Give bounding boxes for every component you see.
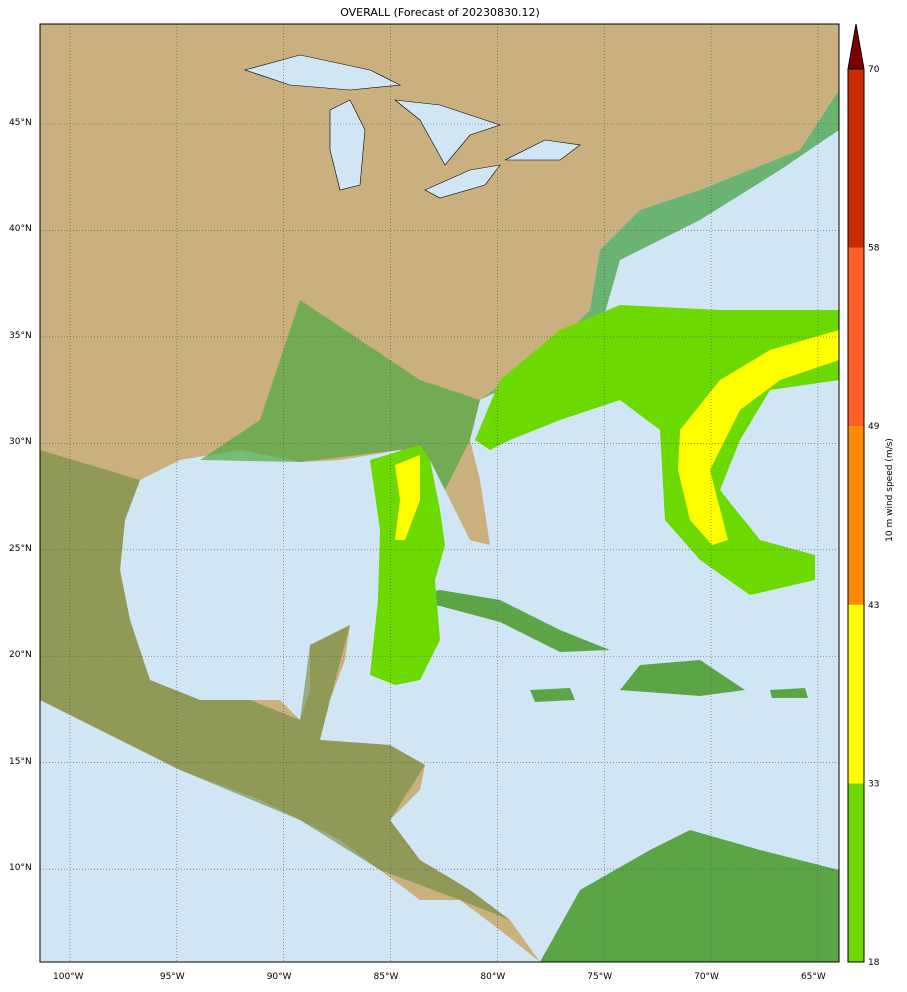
lat-tick-label: 35°N bbox=[9, 330, 32, 341]
colorbar-segment bbox=[848, 426, 864, 605]
lon-tick-label: 100°W bbox=[53, 972, 84, 982]
lat-tick-label: 20°N bbox=[9, 650, 32, 661]
colorbar-tick-label: 43 bbox=[868, 601, 879, 611]
colorbar: 18 33 43 49 58 70 bbox=[847, 24, 880, 968]
wind-swath bbox=[370, 305, 839, 685]
lat-tick-label: 25°N bbox=[9, 543, 32, 554]
lon-tick-label: 95°W bbox=[159, 972, 185, 982]
colorbar-tick-label: 70 bbox=[868, 65, 880, 75]
lon-tick-label: 70°W bbox=[694, 972, 719, 982]
lon-tick-label: 65°W bbox=[800, 972, 826, 982]
colorbar-segment bbox=[848, 604, 864, 784]
colorbar-tick-label: 58 bbox=[868, 244, 880, 254]
map-frame bbox=[39, 23, 840, 963]
lat-tick-label: 10°N bbox=[9, 863, 32, 874]
colorbar-extend-arrow bbox=[847, 24, 865, 70]
wind-contour-33-43-atlantic bbox=[678, 330, 839, 545]
colorbar-tick-label: 49 bbox=[868, 422, 880, 432]
lon-tick-label: 80°W bbox=[480, 972, 506, 982]
lon-tick-label: 85°W bbox=[373, 972, 399, 982]
wind-contour-33-43-gulf bbox=[395, 455, 420, 540]
lat-tick-label: 45°N bbox=[9, 118, 32, 128]
colorbar-segment bbox=[848, 69, 864, 248]
land bbox=[40, 24, 839, 962]
lat-tick-label: 30°N bbox=[9, 437, 32, 448]
lon-tick-label: 75°W bbox=[587, 972, 613, 982]
gridlines bbox=[40, 24, 839, 962]
lat-tick-label: 40°N bbox=[9, 224, 32, 235]
wind-contour-18-33-gulf bbox=[370, 445, 445, 685]
colorbar-label: 10 m wind speed (m/s) bbox=[885, 438, 895, 542]
colorbar-tick-label: 18 bbox=[868, 958, 880, 968]
lat-tick-label: 15°N bbox=[9, 756, 32, 767]
map-title: OVERALL (Forecast of 20230830.12) bbox=[340, 6, 540, 19]
colorbar-segment bbox=[848, 247, 864, 427]
colorbar-segment bbox=[848, 783, 864, 962]
colorbar-tick-label: 33 bbox=[868, 779, 879, 789]
lon-tick-label: 90°W bbox=[266, 972, 292, 982]
